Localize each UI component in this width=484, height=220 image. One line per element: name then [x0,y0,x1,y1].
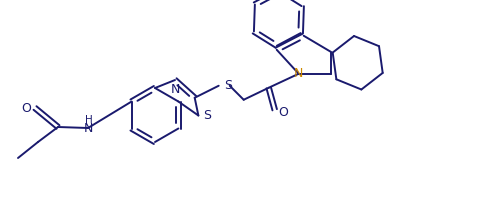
Text: N: N [293,67,303,80]
Text: S: S [203,109,211,122]
Text: H: H [85,115,92,125]
Text: S: S [223,79,231,92]
Text: O: O [21,101,31,114]
Text: O: O [277,106,287,119]
Text: N: N [170,82,179,95]
Text: N: N [83,121,92,134]
